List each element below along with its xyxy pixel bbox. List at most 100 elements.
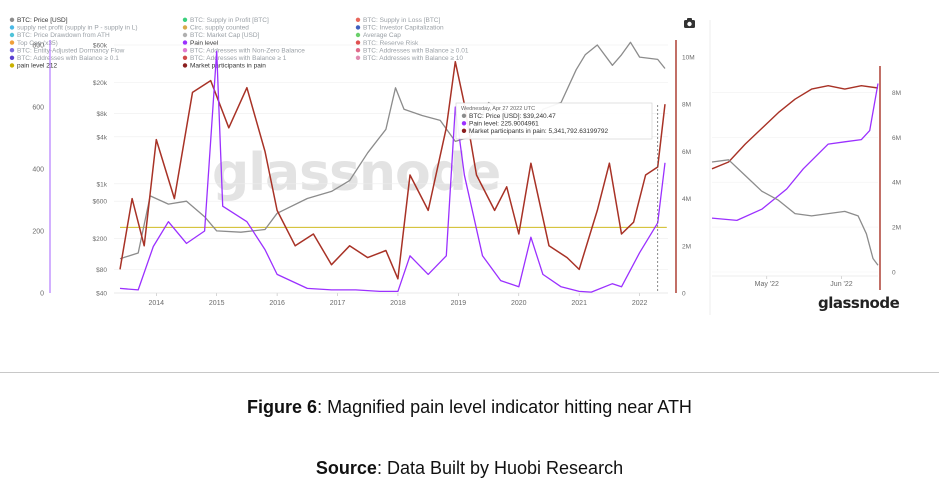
legend-label: BTC: Addresses with Balance ≥ 1 — [190, 55, 287, 62]
figure-label: Figure 6 — [247, 397, 318, 417]
inset-x-tick-label: May '22 — [755, 281, 779, 288]
legend-swatch — [9, 25, 15, 30]
inset-series-line-market-participants-in-pain — [711, 85, 879, 170]
figure-caption: Figure 6: Magnified pain level indicator… — [0, 397, 939, 418]
legend-item[interactable]: Circ. supply counted — [182, 25, 249, 32]
inset-grid — [712, 92, 878, 273]
legend-swatch — [9, 40, 15, 45]
legend-label: BTC: Addresses with Balance ≥ 0.1 — [17, 55, 119, 62]
legend-swatch — [182, 55, 188, 60]
legend-label: BTC: Entity-Adjusted Dormancy Flow — [17, 47, 125, 54]
legend-label: BTC: Price [USD] — [17, 17, 68, 24]
legend-swatch — [9, 63, 15, 68]
legend-swatch — [9, 48, 15, 53]
legend-swatch — [182, 48, 188, 53]
tooltip-line: BTC: Price [USD]: $39,240.47 — [469, 113, 556, 120]
legend-label: supply net profit (supply in P - supply … — [17, 25, 138, 32]
x-axis-tick-label: 2014 — [149, 300, 165, 307]
legend-label: Market participants in pain — [190, 63, 266, 70]
participants-axis-tick-label: 10M — [682, 55, 695, 62]
participants-axis-tick-label: 2M — [682, 243, 691, 250]
inset-background — [708, 20, 939, 315]
legend-item[interactable]: BTC: Supply in Profit [BTC] — [182, 17, 269, 24]
legend-label: BTC: Addresses with Balance ≥ 0.01 — [363, 47, 469, 54]
watermark-text: glassnode — [212, 143, 500, 203]
legend-swatch — [355, 17, 361, 22]
inset-axis-tick-label: 6M — [892, 135, 901, 142]
x-axis-tick-label: 2020 — [511, 300, 527, 307]
legend-item[interactable]: BTC: Addresses with Balance ≥ 10 — [355, 55, 464, 62]
legend-item[interactable]: BTC: Addresses with Balance ≥ 1 — [182, 55, 287, 62]
legend[interactable]: BTC: Price [USD] BTC: Supply in Profit [B… — [9, 17, 469, 70]
price-axis-tick-label: $20k — [93, 80, 108, 87]
tooltip-line: Pain level: 225.9004961 — [469, 121, 539, 128]
legend-swatch — [182, 40, 188, 45]
price-axis-tick-label: $8k — [97, 111, 108, 118]
participants-axis-tick-label: 8M — [682, 102, 691, 109]
inset-series-line-pain-level — [711, 83, 879, 222]
legend-swatch — [182, 63, 188, 68]
pain-axis-tick-label: 800 — [32, 43, 44, 50]
legend-item[interactable]: BTC: Addresses with Balance ≥ 0.1 — [9, 55, 119, 62]
participants-axis-tick-label: 6M — [682, 149, 691, 156]
main-chart: glassnode BTC: Price [USD] BTC: Supply in… — [0, 0, 705, 307]
tooltip-date: Wednesday, Apr 27 2022 UTC — [461, 106, 535, 112]
legend-item[interactable]: Pain level — [182, 40, 219, 47]
legend-item[interactable]: Top Cap (x35) — [9, 40, 58, 47]
legend-label: Pain level — [190, 40, 219, 47]
legend-label: BTC: Addresses with Balance ≥ 10 — [363, 55, 463, 62]
legend-swatch — [355, 25, 361, 30]
price-axis-tick-label: $600 — [93, 199, 108, 206]
legend-item[interactable]: BTC: Price [USD] — [9, 17, 68, 24]
legend-label: BTC: Reserve Risk — [363, 40, 419, 47]
pain-axis-tick-label: 600 — [32, 105, 44, 112]
legend-swatch — [182, 25, 188, 30]
tooltip-swatch — [461, 121, 467, 126]
legend-label: Circ. supply counted — [190, 25, 249, 32]
x-axis-tick-label: 2019 — [451, 300, 467, 307]
participants-axis-tick-label: 4M — [682, 196, 691, 203]
price-axis-tick-label: $4k — [97, 134, 108, 141]
legend-item[interactable]: supply net profit (supply in P - supply … — [9, 25, 138, 32]
legend-label: BTC: Investor Capitalization — [363, 25, 444, 32]
pain-axis-tick-label: 0 — [40, 291, 44, 298]
legend-item[interactable]: BTC: Supply in Loss [BTC] — [355, 17, 441, 24]
inset-axis-tick-label: 8M — [892, 90, 901, 97]
x-axis-tick-label: 2016 — [269, 300, 285, 307]
legend-label: BTC: Supply in Loss [BTC] — [363, 17, 440, 24]
participants-axis-tick-label: 0 — [682, 291, 686, 298]
caption-divider — [0, 372, 939, 373]
legend-swatch — [355, 48, 361, 53]
legend-item[interactable]: Average Cap — [355, 32, 401, 39]
legend-label: Average Cap — [363, 32, 401, 39]
tooltip-swatch — [461, 128, 467, 133]
legend-item[interactable]: pain level 212 — [9, 63, 58, 70]
legend-item[interactable]: BTC: Addresses with Non-Zero Balance — [182, 47, 305, 54]
legend-label: BTC: Addresses with Non-Zero Balance — [190, 47, 305, 54]
camera-icon[interactable] — [684, 18, 695, 28]
legend-item[interactable]: BTC: Entity-Adjusted Dormancy Flow — [9, 47, 125, 54]
figure-caption-text: : Magnified pain level indicator hitting… — [317, 397, 692, 417]
x-axis-tick-label: 2018 — [390, 300, 406, 307]
legend-label: BTC: Price Drawdown from ATH — [17, 32, 110, 39]
main-chart-background — [0, 0, 705, 300]
legend-item[interactable]: BTC: Price Drawdown from ATH — [9, 32, 110, 39]
price-axis-tick-label: $1k — [97, 181, 108, 188]
x-axis-tick-label: 2017 — [330, 300, 346, 307]
legend-item[interactable]: BTC: Market Cap [USD] — [182, 32, 260, 39]
legend-swatch — [355, 55, 361, 60]
source-label: Source — [315, 458, 377, 478]
pain-axis-tick-label: 200 — [32, 229, 44, 236]
inset-axes: 8M 6M 4M 2M 0 May '22 Jun '22 — [709, 20, 901, 315]
legend-swatch — [355, 40, 361, 45]
legend-label: pain level 212 — [17, 63, 57, 70]
legend-item[interactable]: BTC: Reserve Risk — [355, 40, 419, 47]
legend-item[interactable]: BTC: Addresses with Balance ≥ 0.01 — [355, 47, 469, 54]
x-axis-tick-label: 2015 — [209, 300, 225, 307]
legend-item[interactable]: BTC: Investor Capitalization — [355, 25, 444, 32]
legend-item[interactable]: Market participants in pain — [182, 63, 266, 70]
tooltip-box — [455, 102, 653, 140]
x-axis-tick-label: 2021 — [571, 300, 587, 307]
